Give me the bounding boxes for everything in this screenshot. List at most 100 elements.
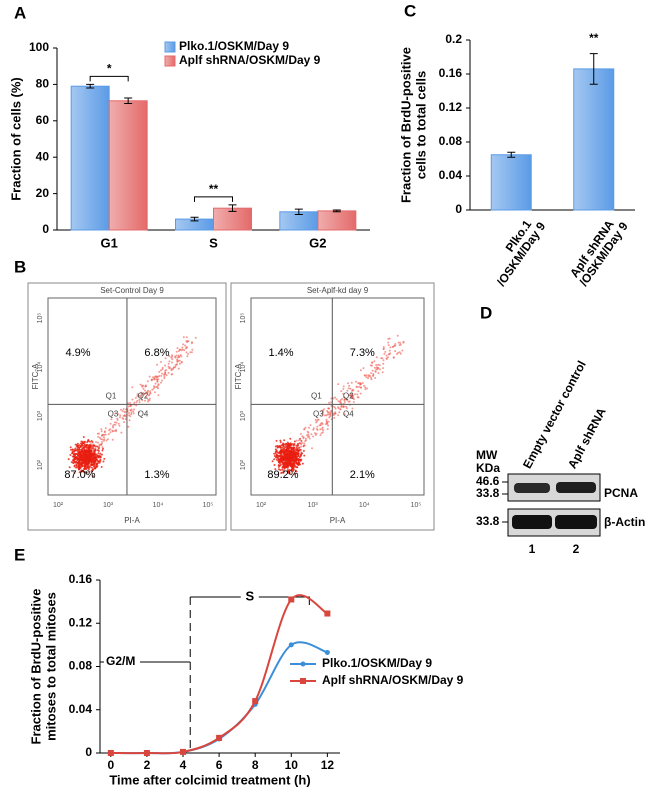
facs-event [138,411,141,414]
facs-title: Set-Control Day 9 [100,286,164,295]
facs-event [76,465,79,468]
facs-event [397,351,400,354]
facs-event [129,401,132,404]
facs-event [78,460,81,463]
facs-event [135,401,138,404]
facs-event [109,428,112,431]
facs-event [116,419,119,421]
facs-event [100,443,103,446]
y-axis-label: cells to total cells [413,71,428,179]
facs-event [402,340,405,343]
facs-event [297,458,300,461]
facs-event [343,405,345,408]
facs-event [133,408,136,411]
facs-event [150,379,153,382]
facs-event [356,386,359,388]
mw-label: MW [476,448,498,462]
facs-event [323,408,325,411]
facs-event [388,349,391,352]
facs-event [159,369,162,372]
y-tick-label: 0.16 [439,66,463,80]
facs-x-tick: 10³ [308,502,319,509]
facs-event [167,371,170,374]
facs-event [76,459,79,462]
facs-event [325,418,328,421]
phase-label-bg [104,654,140,670]
panel-label: D [480,303,492,322]
facs-event [93,463,96,466]
facs-event [397,341,400,344]
facs-event [111,438,114,441]
facs-event [360,386,362,389]
facs-event [293,440,296,443]
facs-event [127,402,129,405]
facs-event [327,424,330,427]
facs-event [146,380,149,383]
facs-event [97,435,100,438]
facs-event [80,469,83,472]
facs-event [392,356,395,359]
facs-event [123,414,126,417]
facs-event [356,393,359,396]
facs-event [382,348,385,351]
facs-event [115,428,118,431]
quadrant-percent: 6.8% [144,347,169,359]
facs-event [325,414,328,417]
facs-event [282,453,285,456]
facs-event [299,432,302,435]
facs-event [157,375,159,378]
facs-event [286,445,289,448]
facs-event [128,414,131,417]
facs-event [295,470,298,473]
facs-event [359,392,362,395]
facs-event [315,421,318,424]
facs-event [130,411,133,414]
facs-event [401,349,404,352]
y-tick-label: 100 [29,40,49,54]
facs-event [101,446,104,449]
facs-event [82,456,85,458]
facs-event [138,401,141,404]
facs-event [389,346,392,349]
facs-event [278,452,281,455]
facs-event [293,472,296,475]
facs-event [178,348,181,351]
mw-marker: 33.8 [476,514,500,528]
facs-event [78,463,81,466]
facs-event [96,432,99,435]
facs-event [99,452,102,455]
facs-event [109,422,112,425]
facs-event [135,404,138,407]
facs-event [182,343,185,346]
x-tick-label: 10 [285,758,299,772]
facs-event [293,462,296,465]
facs-event [154,382,157,385]
x-tick-label: 4 [180,758,187,772]
mw-unit: KDa [476,461,500,475]
facs-event [186,355,189,358]
x-tick-label: G1 [100,235,117,250]
facs-event [115,421,118,424]
facs-event [387,353,390,356]
blot-band [514,483,550,493]
y-axis-label: mitoses to total mitoses [43,592,58,741]
facs-event [323,414,326,417]
facs-event [377,372,380,375]
panel-label: B [14,257,26,276]
facs-event [347,400,350,403]
facs-event [330,401,333,404]
y-tick-label: 0.16 [69,572,93,586]
facs-event [343,413,346,416]
facs-event [394,350,397,353]
facs-event [124,418,127,421]
facs-event [282,456,285,458]
facs-event [97,452,100,455]
facs-event [328,411,330,414]
point [288,642,294,648]
facs-event [76,442,79,445]
facs-event [82,442,85,445]
y-tick-label: 0.08 [69,659,93,673]
facs-x-tick: 10³ [103,502,114,509]
facs-event [85,467,88,470]
facs-event [74,443,77,446]
